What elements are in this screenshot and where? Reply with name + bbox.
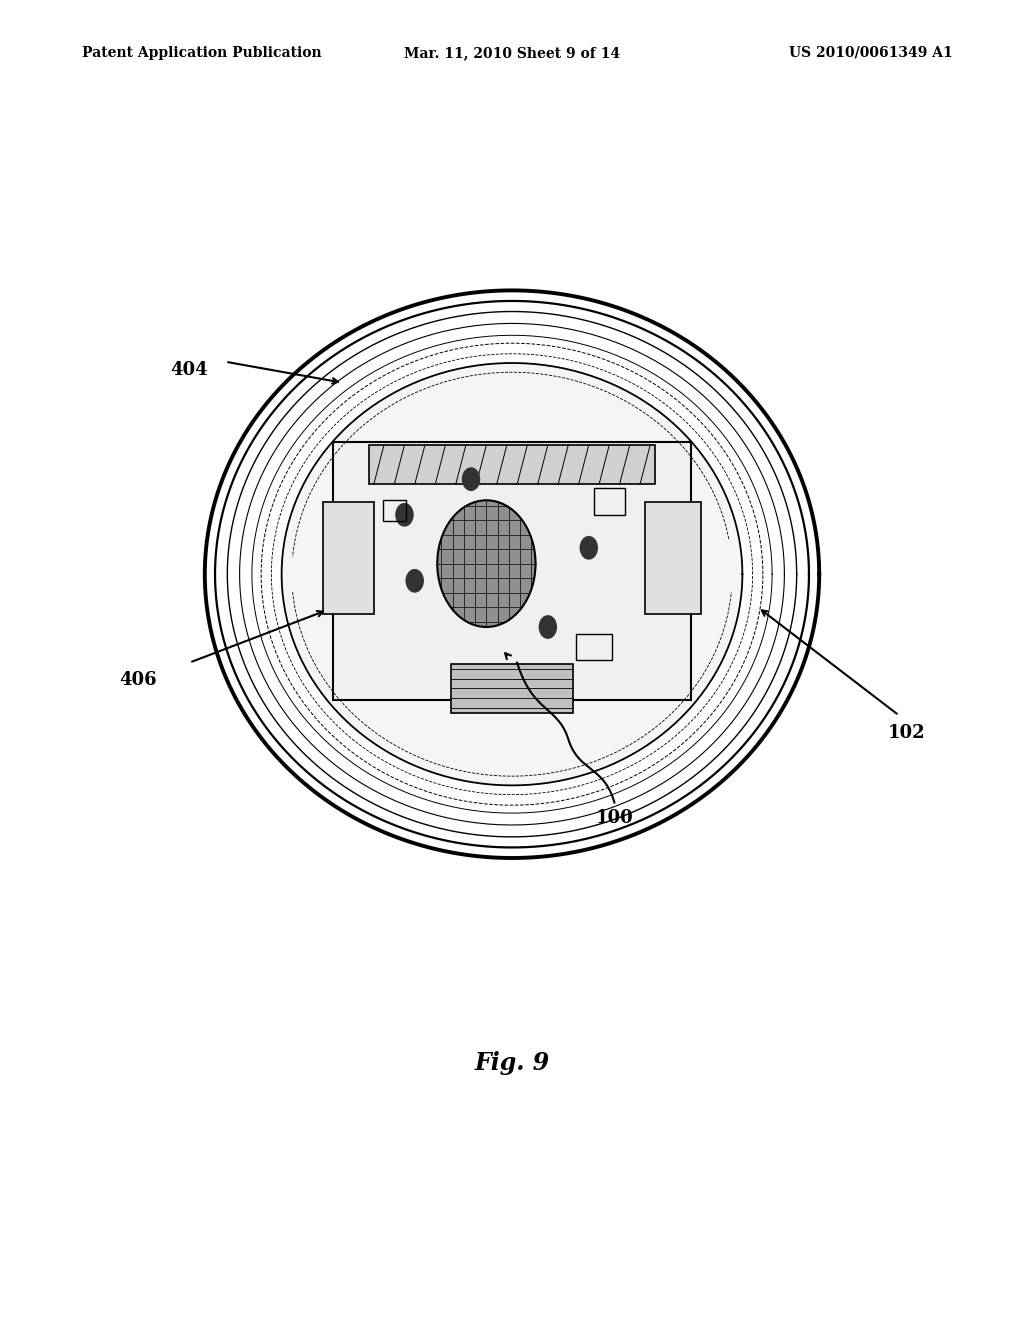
Text: 404: 404	[171, 360, 208, 379]
Text: US 2010/0061349 A1: US 2010/0061349 A1	[788, 46, 952, 59]
Polygon shape	[333, 442, 691, 700]
Circle shape	[539, 615, 557, 639]
Circle shape	[395, 503, 414, 527]
Text: 100: 100	[596, 809, 633, 828]
Polygon shape	[645, 502, 701, 614]
Text: 406: 406	[120, 671, 157, 689]
Circle shape	[462, 467, 480, 491]
Text: Patent Application Publication: Patent Application Publication	[82, 46, 322, 59]
Text: Mar. 11, 2010 Sheet 9 of 14: Mar. 11, 2010 Sheet 9 of 14	[403, 46, 621, 59]
Polygon shape	[323, 502, 374, 614]
Circle shape	[406, 569, 424, 593]
Circle shape	[437, 500, 536, 627]
Text: 102: 102	[888, 723, 925, 742]
Polygon shape	[451, 664, 573, 713]
Ellipse shape	[282, 363, 742, 785]
Polygon shape	[369, 445, 655, 484]
Ellipse shape	[205, 290, 819, 858]
Text: Fig. 9: Fig. 9	[474, 1051, 550, 1074]
Circle shape	[580, 536, 598, 560]
